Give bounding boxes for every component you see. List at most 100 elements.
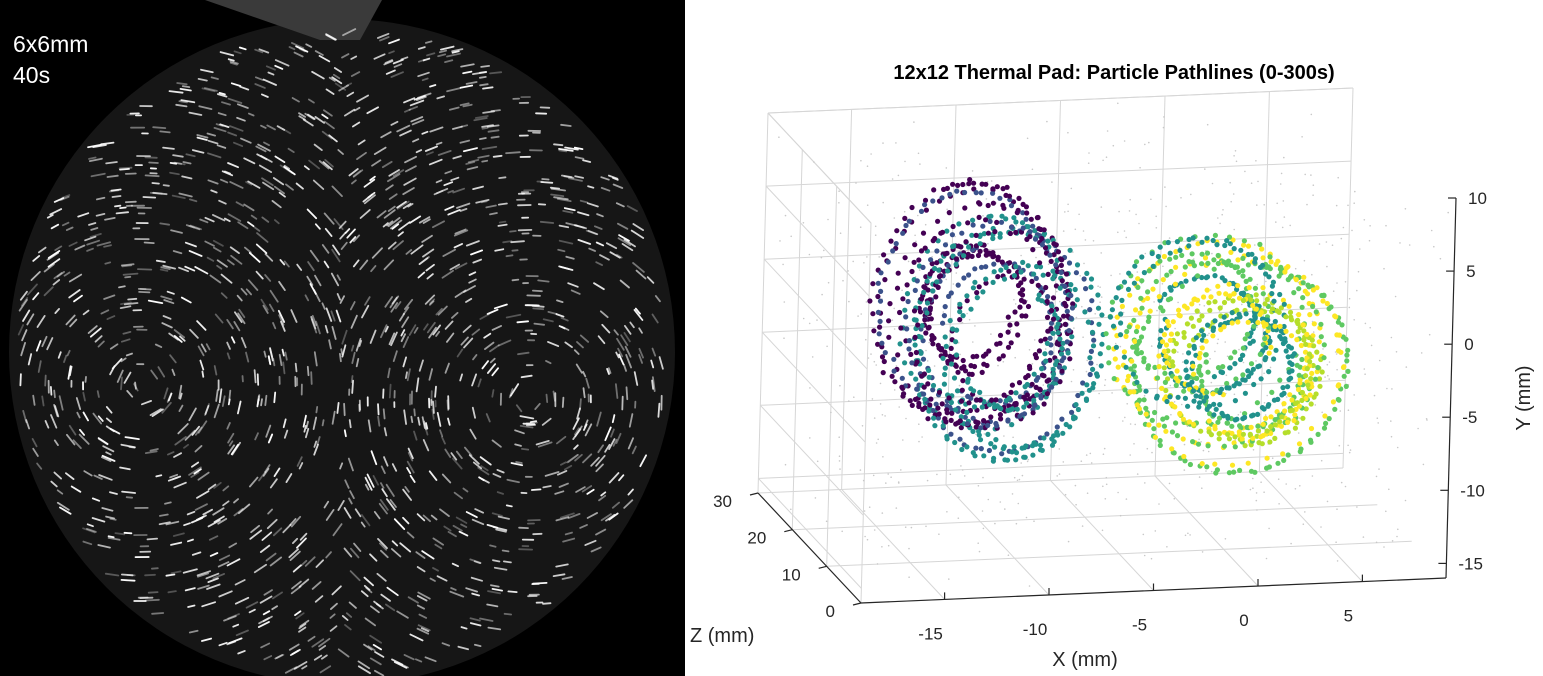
seed-point	[1230, 200, 1232, 203]
pathline-point	[1112, 356, 1118, 362]
particle-streak	[435, 141, 443, 146]
pathline-point	[1271, 397, 1277, 403]
particle-streak	[190, 471, 200, 478]
pathline-point	[952, 439, 958, 446]
pathline-point	[1199, 313, 1205, 319]
pathline-point	[1007, 230, 1013, 237]
particle-streak	[586, 488, 595, 495]
seed-point	[1081, 525, 1084, 527]
pathline-point	[1197, 350, 1203, 356]
particle-streak	[502, 240, 513, 244]
particle-streak	[298, 626, 307, 633]
seed-point	[862, 479, 865, 482]
pathline-point	[941, 313, 947, 319]
pathline-point	[1141, 270, 1147, 276]
grid-line-y-side	[758, 478, 862, 589]
particle-streak	[387, 205, 396, 212]
seed-point	[1164, 186, 1166, 188]
particle-streak	[107, 537, 121, 541]
particle-streak	[479, 313, 491, 320]
pathline-point	[1235, 319, 1241, 325]
particle-streak	[472, 353, 478, 361]
seed-point	[903, 210, 906, 213]
pathline-point	[1299, 356, 1305, 363]
seed-point	[1268, 527, 1270, 530]
particle-streak	[166, 290, 175, 295]
particle-streak	[373, 53, 386, 60]
seed-point	[946, 511, 948, 513]
seed-point	[1161, 283, 1164, 285]
particle-streak	[314, 223, 321, 230]
pathline-point	[1340, 334, 1346, 340]
particle-streak	[491, 367, 500, 377]
particle-streak	[185, 153, 196, 158]
particle-streak	[65, 314, 76, 326]
pathline-point	[922, 317, 928, 323]
pathline-point	[1211, 401, 1217, 407]
seed-point	[809, 387, 811, 389]
pathline-point	[921, 284, 927, 290]
pathline-point	[962, 189, 968, 196]
pathline-point	[1173, 254, 1179, 260]
pathline-point	[1118, 320, 1124, 326]
seed-point	[1028, 585, 1031, 587]
pathline-point	[1341, 373, 1347, 379]
particle-streak	[366, 473, 375, 488]
pathline-point	[1118, 311, 1124, 317]
particle-streak	[396, 200, 410, 210]
seed-point	[1092, 240, 1095, 242]
seed-point	[1086, 359, 1088, 362]
particle-streak	[144, 450, 158, 455]
pathline-point	[906, 218, 912, 224]
pathline-point	[917, 309, 924, 315]
particle-streak	[489, 544, 497, 548]
pathline-point	[1050, 366, 1056, 372]
particle-streak	[398, 221, 411, 231]
particle-streak	[435, 330, 441, 337]
pathline-point	[1109, 299, 1115, 305]
particle-streak	[32, 394, 36, 406]
pathline-point	[1176, 307, 1182, 313]
particle-streak	[396, 200, 407, 209]
pathline-point	[1024, 236, 1030, 242]
particle-streak	[462, 487, 469, 493]
pathline-point	[1255, 364, 1261, 370]
particle-streak	[542, 602, 552, 605]
seed-point	[1083, 262, 1085, 265]
pathline-point	[1309, 370, 1315, 376]
particle-streak	[152, 126, 167, 130]
pathline-point	[964, 298, 970, 304]
seed-point	[1276, 202, 1278, 205]
particle-streak	[173, 335, 183, 343]
particle-streak	[101, 507, 114, 512]
particle-streak	[313, 289, 321, 303]
pathline-point	[1287, 392, 1293, 398]
grid-line-y-side	[761, 331, 866, 443]
particle-streak	[598, 494, 607, 502]
particle-streak	[441, 642, 451, 647]
pathline-point	[1021, 411, 1028, 417]
particle-streak	[161, 401, 172, 414]
pathline-point	[1095, 292, 1101, 298]
seed-point	[1104, 498, 1107, 500]
particle-streak	[410, 116, 424, 123]
pathline-point	[1261, 406, 1267, 412]
particle-streak	[143, 241, 155, 245]
particle-streak	[36, 314, 46, 328]
pathline-point	[1071, 414, 1077, 420]
particle-streak	[355, 357, 360, 368]
particle-streak	[84, 235, 97, 242]
pathline-point	[970, 450, 976, 456]
pathline-point	[1181, 388, 1187, 394]
particle-streak	[253, 226, 261, 232]
seed-point	[1209, 358, 1211, 360]
particle-streak	[226, 318, 234, 330]
seed-point	[1378, 359, 1381, 362]
particle-streak	[547, 340, 560, 348]
seed-point	[1359, 248, 1361, 250]
particle-streak	[105, 515, 115, 520]
pathline-point	[991, 455, 997, 461]
seed-point	[1026, 137, 1029, 140]
particle-streak	[405, 249, 413, 255]
pathline-point	[1020, 287, 1026, 293]
